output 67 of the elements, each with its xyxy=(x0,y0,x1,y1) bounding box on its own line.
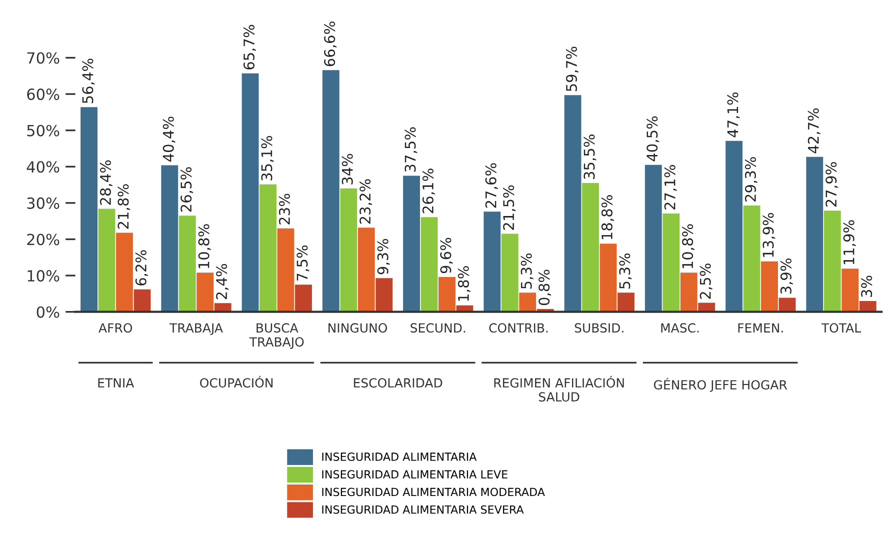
x-tick-label: FEMEN. xyxy=(738,323,783,332)
data-label: 23% xyxy=(278,194,290,224)
text: ETNIA xyxy=(98,378,134,388)
x-tick-label: CONTRIB. xyxy=(489,323,548,333)
legend-label: INSEGURIDAD ALIMENTARIA LEVE xyxy=(322,470,508,479)
data-label: 34% xyxy=(342,154,353,184)
data-label: 6,2% xyxy=(135,250,148,286)
data-label: 10,8% xyxy=(682,224,695,268)
x-tick-label: NINGUNO xyxy=(328,323,388,333)
data-label: 18,8% xyxy=(601,195,614,240)
data-label: 9,3% xyxy=(377,238,390,274)
data-label: 7,5% xyxy=(296,245,310,281)
text: ESCOLARIDAD xyxy=(354,378,442,388)
data-label: 65,7% xyxy=(243,24,256,70)
data-label: 27,1% xyxy=(664,165,677,210)
x-tick-label: TRABAJA xyxy=(169,323,223,335)
x-tick-label: TOTAL xyxy=(821,323,862,333)
data-label: 10,8% xyxy=(198,224,211,268)
data-label: 26,5% xyxy=(180,167,194,212)
data-label: 40,4% xyxy=(162,116,176,162)
x-tick-label: SUBSID. xyxy=(574,323,624,333)
data-label: 0,8% xyxy=(538,270,552,306)
text: REGIMEN AFILIACIÓN SALUD xyxy=(494,376,624,402)
legend-label: INSEGURIDAD ALIMENTARIA xyxy=(322,452,477,461)
legend-label: INSEGURIDAD ALIMENTARIA SEVERA xyxy=(322,505,524,514)
data-label: 27,6% xyxy=(485,163,498,208)
x-tick-label: AFRO xyxy=(98,323,132,333)
data-label: 56,4% xyxy=(82,58,95,104)
data-label: 2,5% xyxy=(700,264,712,299)
text: GÉNERO JEFE HOGAR xyxy=(654,378,788,392)
x-tick-label: MASC. xyxy=(661,323,699,333)
y-tick-label: 20% xyxy=(27,234,60,246)
data-label: 28,4% xyxy=(100,160,112,205)
data-label: 9,6% xyxy=(440,238,453,274)
text: OCUPACIÓN xyxy=(200,376,273,388)
data-label: 40,5% xyxy=(646,116,660,162)
y-tick-label: 60% xyxy=(27,88,60,100)
data-label: 35,1% xyxy=(261,136,274,180)
data-label: 47,1% xyxy=(727,92,740,138)
data-label: 2,4% xyxy=(216,264,229,300)
data-label: 27,9% xyxy=(826,162,838,207)
y-tick-label: 70% xyxy=(27,52,60,64)
data-label: 66,6% xyxy=(324,22,337,66)
y-tick-label: 30% xyxy=(27,197,60,209)
y-tick-label: 50% xyxy=(27,124,60,136)
data-label: 59,7% xyxy=(566,46,578,92)
data-label: 3% xyxy=(861,276,872,297)
data-label: 13,9% xyxy=(762,212,776,257)
data-label: 42,7% xyxy=(808,108,820,154)
data-label: 11,9% xyxy=(843,220,856,264)
x-tick-label: SECUND. xyxy=(410,323,466,333)
data-label: 35,5% xyxy=(584,134,596,179)
data-label: 1,8% xyxy=(458,266,470,301)
y-tick-label: 40% xyxy=(26,161,60,173)
data-label: 5,3% xyxy=(520,253,534,289)
y-tick-label: 10% xyxy=(28,270,60,282)
data-label: 26,1% xyxy=(422,168,435,214)
legend-label: INSEGURIDAD ALIMENTARIA MODERADA xyxy=(322,488,545,496)
data-label: 5,3% xyxy=(619,253,632,289)
data-label: 3,9% xyxy=(780,258,793,294)
data-label: 21,5% xyxy=(503,185,516,230)
data-label: 37,5% xyxy=(404,127,418,172)
y-tick-label: 0% xyxy=(36,306,60,318)
x-tick-label: BUSCA TRABAJO xyxy=(249,323,304,349)
data-label: 23,2% xyxy=(360,179,372,224)
data-label: 29,3% xyxy=(744,157,758,202)
data-label: 21,8% xyxy=(118,184,130,229)
